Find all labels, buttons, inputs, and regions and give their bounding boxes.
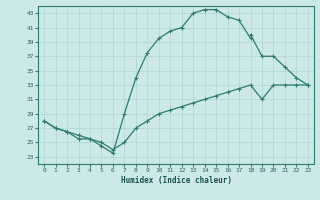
- X-axis label: Humidex (Indice chaleur): Humidex (Indice chaleur): [121, 176, 231, 185]
